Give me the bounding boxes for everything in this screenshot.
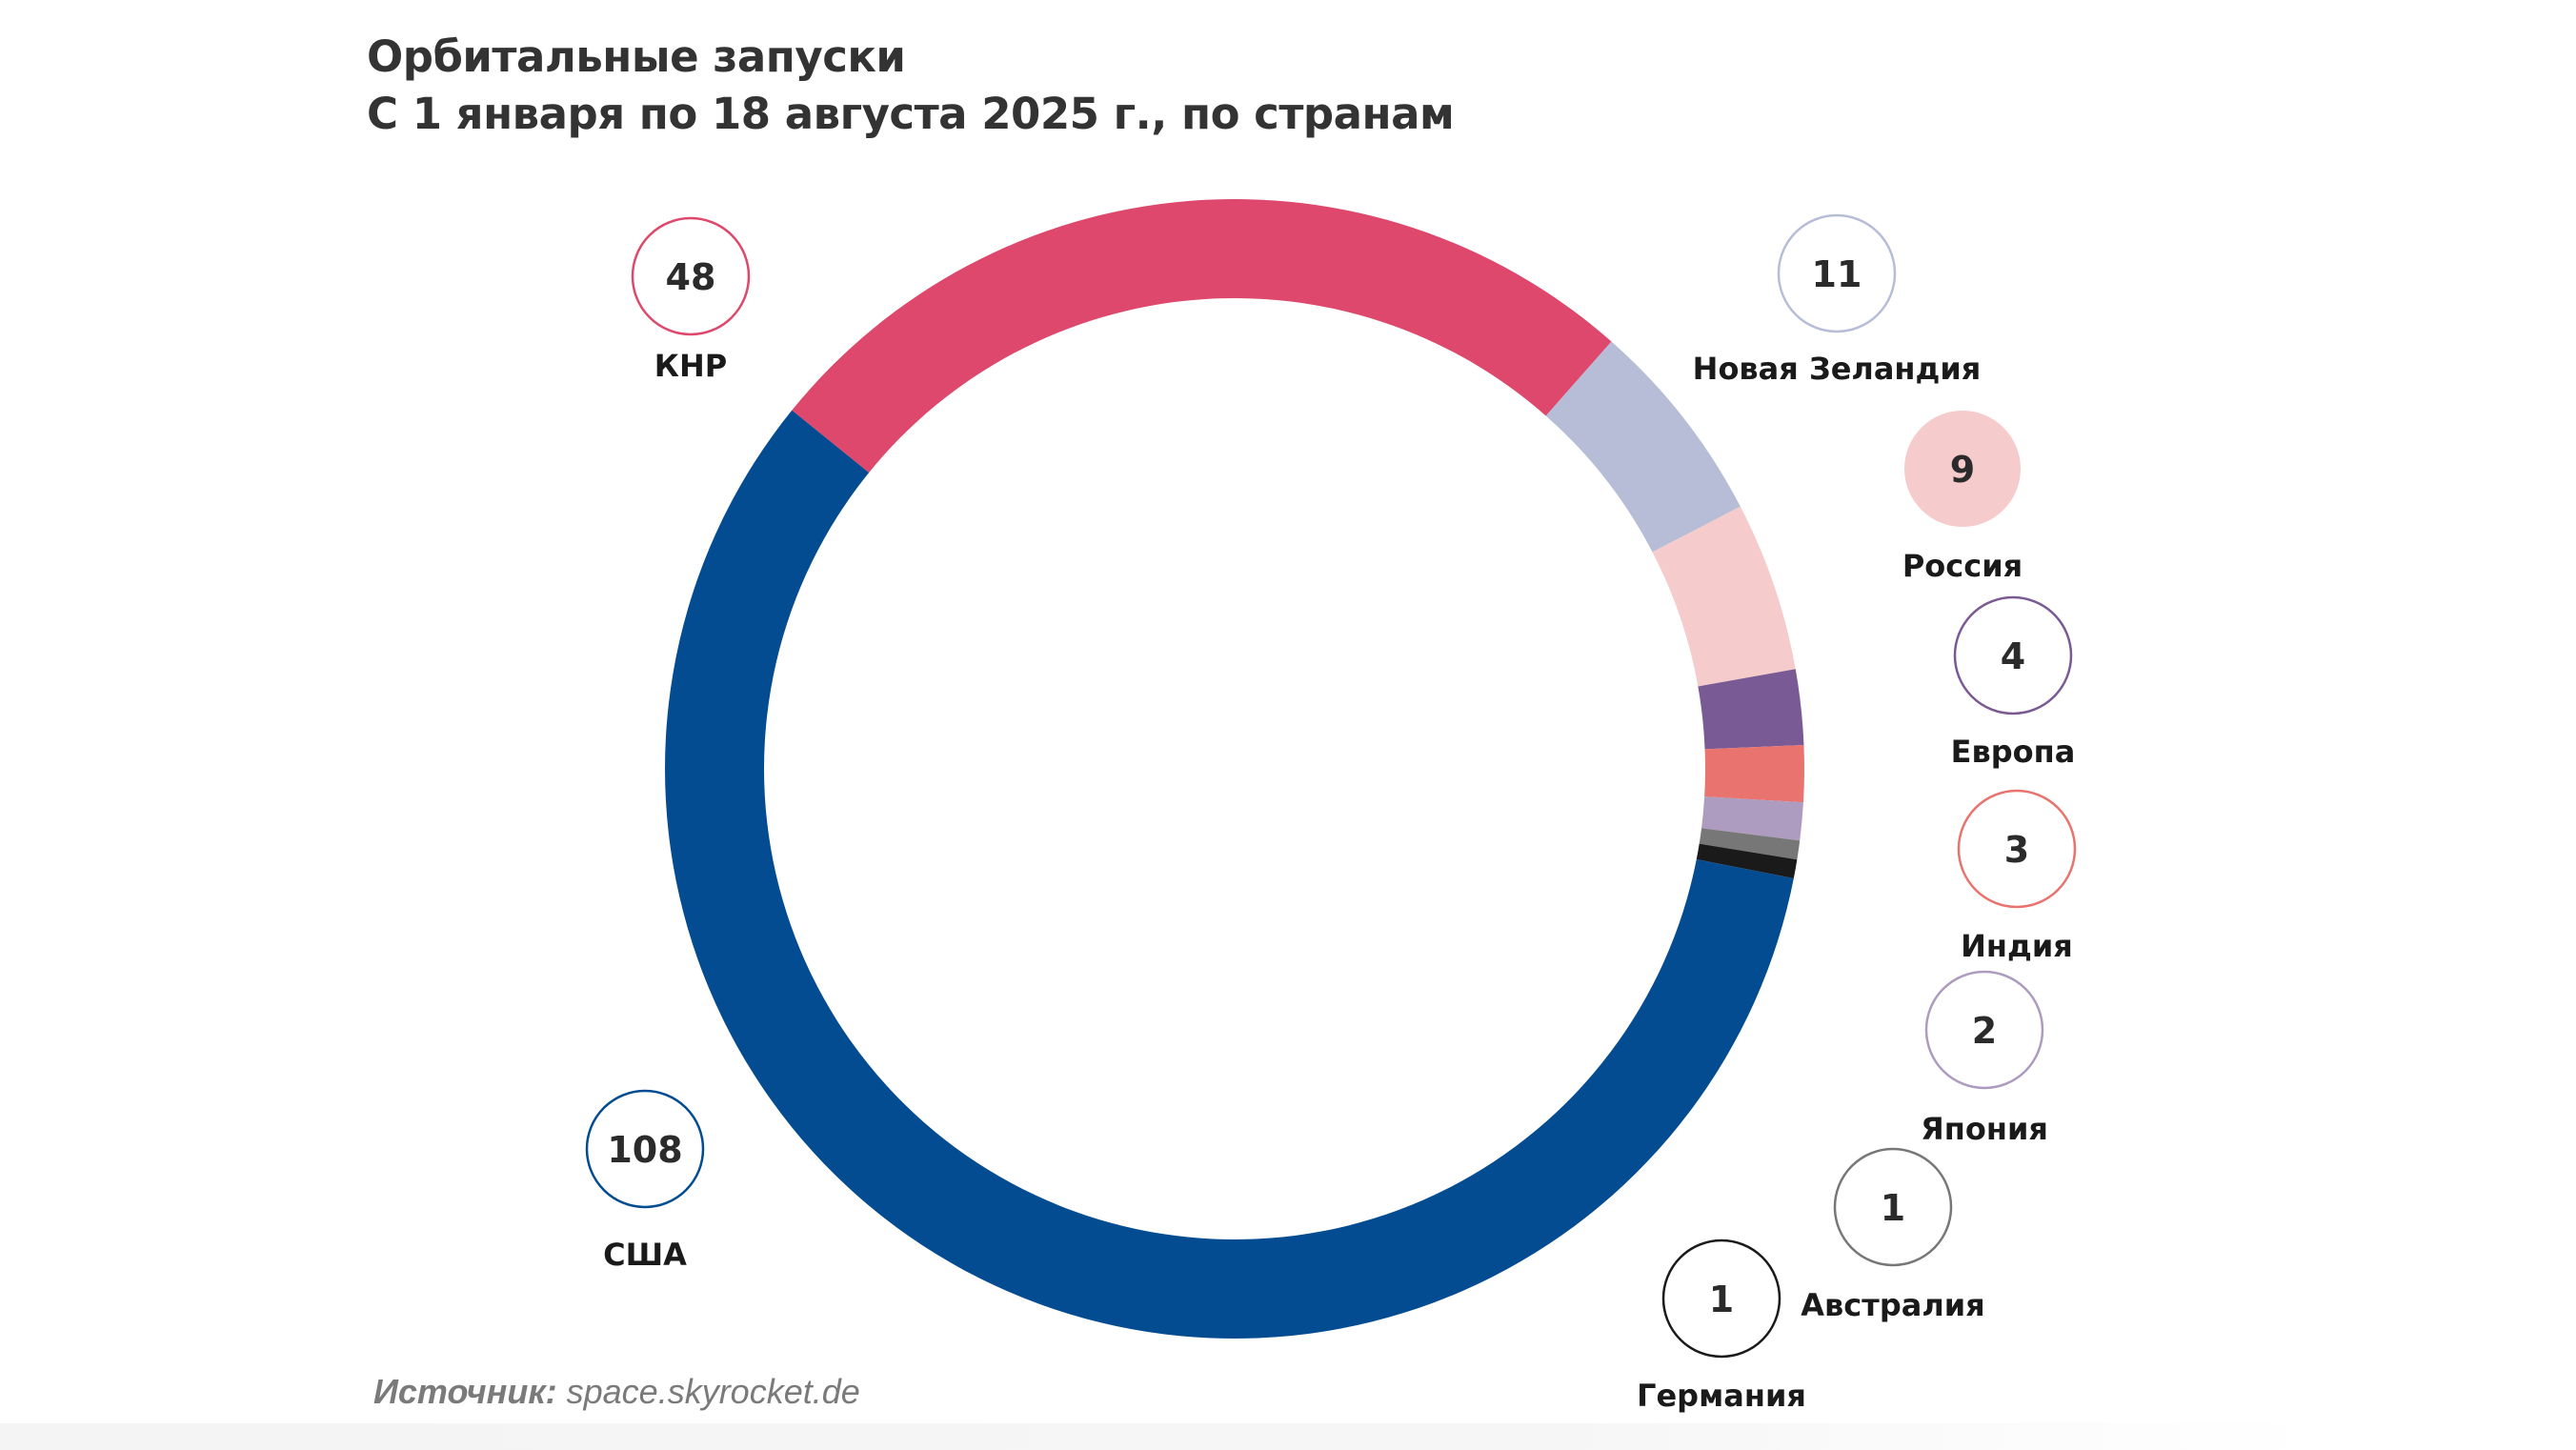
badge-circle <box>631 216 751 336</box>
badge-circle <box>1777 213 1897 333</box>
bottom-fade <box>0 1423 2576 1450</box>
value-badge: 2 Япония <box>1921 970 2048 1147</box>
chart-title-line1: Орбитальные запуски <box>367 31 906 82</box>
value-badge: 9 Россия <box>1902 411 2023 584</box>
value-badge: 48 КНР <box>631 216 751 384</box>
data-label: 108 <box>607 1129 682 1171</box>
donut-slice <box>792 199 1612 473</box>
badge-circle <box>1924 970 2044 1090</box>
category-label: Индия <box>1961 928 2073 964</box>
value-badge: 3 Индия <box>1957 789 2077 964</box>
category-label: Россия <box>1902 548 2023 584</box>
donut-slices <box>665 199 1804 1339</box>
badge-circle <box>1957 789 2077 909</box>
source-note: Источник: space.skyrocket.de <box>373 1372 860 1412</box>
value-badge: 4 Европа <box>1951 595 2076 770</box>
donut-slice <box>1652 506 1796 687</box>
source-label: Источник: <box>373 1372 557 1411</box>
value-badge: 108 США <box>585 1089 705 1273</box>
data-label: 9 <box>1950 449 1975 491</box>
category-label: США <box>603 1237 687 1273</box>
badge-circle <box>1953 595 2073 715</box>
badge-circle <box>1833 1147 1953 1267</box>
donut-slice <box>1696 843 1798 878</box>
badge-circle <box>1904 411 2021 527</box>
value-badge: 1 Австралия <box>1801 1147 1985 1323</box>
category-label: Германия <box>1637 1378 1806 1414</box>
category-label: Новая Зеландия <box>1693 351 1982 387</box>
badge-circle <box>585 1089 705 1209</box>
value-badge: 1 Германия <box>1637 1239 1806 1414</box>
donut-slice <box>1545 341 1741 553</box>
donut-slice <box>1701 796 1803 841</box>
category-label: КНР <box>654 348 727 384</box>
donut-slice <box>665 410 1794 1339</box>
source-value: space.skyrocket.de <box>566 1372 860 1411</box>
data-label: 2 <box>1972 1010 1997 1052</box>
data-label: 4 <box>2001 635 2025 677</box>
category-label: Европа <box>1951 734 2076 770</box>
badge-circle <box>1661 1239 1781 1359</box>
category-label: Австралия <box>1801 1287 1984 1323</box>
donut-slice <box>1699 828 1801 860</box>
chart-subtitle: С 1 января по 18 августа 2025 г., по стр… <box>367 89 1455 139</box>
data-label: 1 <box>1709 1279 1734 1320</box>
donut-slice <box>1704 745 1804 803</box>
data-label: 11 <box>1812 253 1862 295</box>
data-label: 48 <box>666 256 716 298</box>
chart-title: Орбитальные запуски С 1 января по 18 авг… <box>367 29 1455 143</box>
data-label: 3 <box>2004 829 2029 871</box>
category-label: Япония <box>1921 1111 2048 1147</box>
value-badge: 11 Новая Зеландия <box>1693 213 1982 387</box>
data-label: 1 <box>1881 1187 1905 1229</box>
donut-slice <box>1698 669 1804 750</box>
